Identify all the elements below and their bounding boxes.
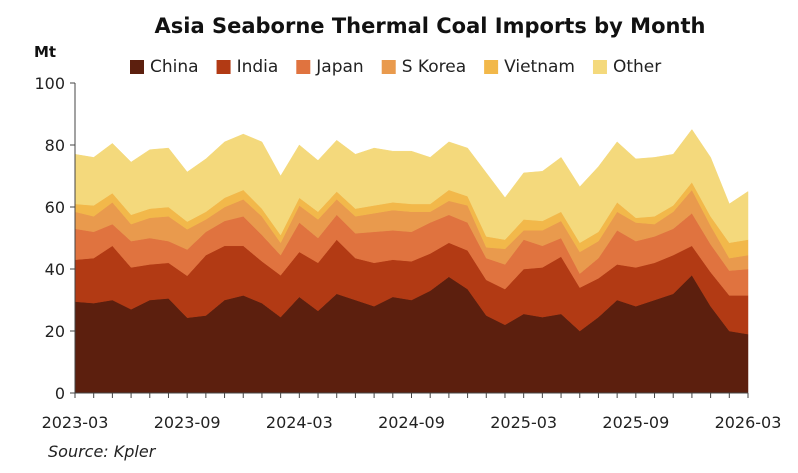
legend-item-china: China <box>130 57 199 77</box>
x-tick-label: 2023-03 <box>42 413 109 432</box>
legend-swatch <box>484 60 499 74</box>
legend-item-other: Other <box>592 57 661 77</box>
legend-item-india: India <box>216 57 279 77</box>
legend-swatch <box>216 60 231 74</box>
legend-item-s-korea: S Korea <box>381 57 466 77</box>
x-tick-label: 2024-09 <box>378 413 445 432</box>
y-tick-label: 20 <box>45 322 65 341</box>
legend: China India Japan S Korea Vietnam Other <box>130 57 661 77</box>
legend-item-japan: Japan <box>296 57 364 77</box>
legend-swatch <box>130 60 144 74</box>
x-tick-label: 2026-03 <box>715 413 782 432</box>
legend-label: Japan <box>315 57 363 77</box>
legend-label: Other <box>613 57 661 77</box>
legend-swatch <box>592 60 607 74</box>
legend-label: Vietnam <box>504 57 575 77</box>
y-tick-label: 60 <box>45 198 65 217</box>
x-tick-label: 2023-09 <box>154 413 221 432</box>
y-tick-label: 40 <box>45 260 65 279</box>
legend-label: India <box>237 57 279 77</box>
x-tick-label: 2025-09 <box>602 413 669 432</box>
y-tick-label: 100 <box>34 74 65 93</box>
y-axis-unit-label: Mt <box>34 43 56 61</box>
source-note: Source: Kpler <box>48 442 157 461</box>
legend-item-vietnam: Vietnam <box>484 57 575 77</box>
x-tick-label: 2024-03 <box>266 413 333 432</box>
legend-label: China <box>150 57 199 77</box>
y-tick-label: 0 <box>55 384 65 403</box>
legend-label: S Korea <box>402 57 466 77</box>
area-other <box>74 129 749 244</box>
legend-swatch <box>381 60 396 74</box>
chart-title: Asia Seaborne Thermal Coal Imports by Mo… <box>155 14 706 38</box>
y-tick-label: 80 <box>45 136 65 155</box>
legend-swatch <box>296 60 311 74</box>
series-areas <box>74 129 749 394</box>
axes: 0 20 40 60 80 100 2023-03 2023-09 2024-03 2024-09… <box>34 74 781 432</box>
x-tick-label: 2025-03 <box>490 413 557 432</box>
